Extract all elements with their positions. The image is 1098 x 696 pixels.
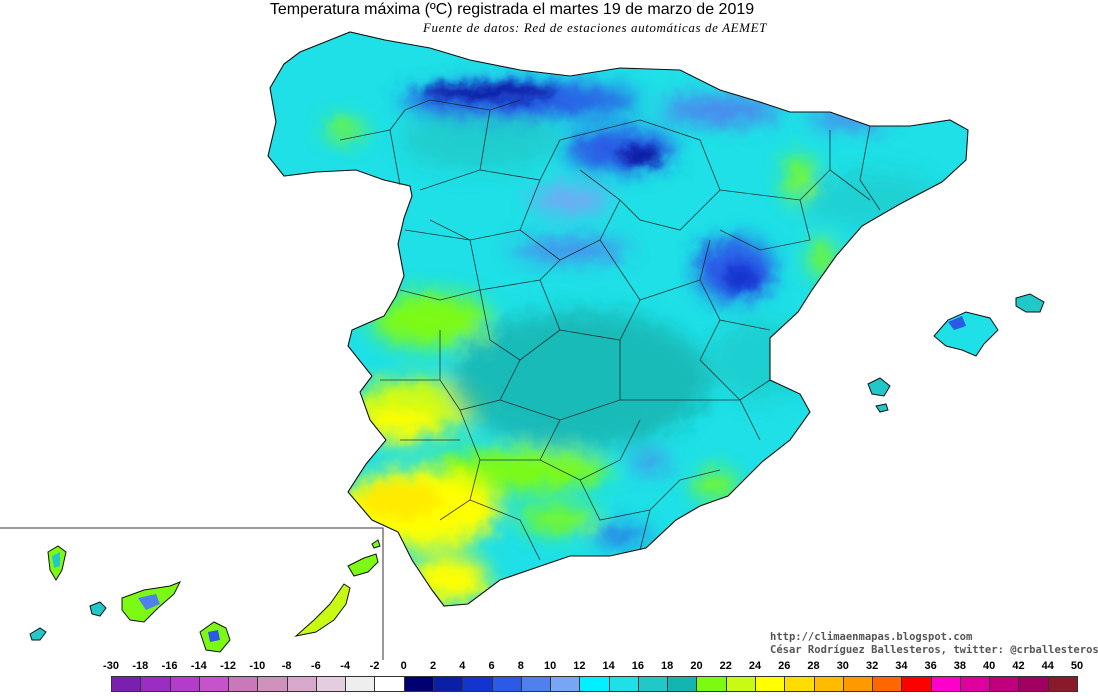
legend-swatch [901,676,932,692]
legend-tick: 24 [748,660,762,672]
legend-tick: -2 [369,660,380,672]
legend-swatch [725,676,756,692]
legend-tick: -12 [220,660,237,672]
legend-tick: 42 [1012,660,1025,672]
legend-tick: -8 [281,660,292,672]
legend-swatch [608,676,639,692]
legend-tick: -10 [249,660,266,672]
legend-swatch [462,676,493,692]
legend-swatch [140,676,171,692]
legend-tick: -18 [132,660,149,672]
legend-swatch [842,676,874,692]
legend-swatch [813,676,844,692]
legend-swatch [491,676,522,692]
legend-tick: 0 [400,660,407,672]
legend-tick: -4 [340,660,351,672]
legend-tick: 16 [631,660,645,672]
legend-swatch [667,676,698,692]
legend-swatch [1047,676,1078,692]
legend-swatch [374,676,405,692]
legend-tick: -14 [190,660,207,672]
color-legend: -30 -18 -16 -14 -12 -10 -8 -6 -4 -2 0 2 4 6 8 10 12 14 16 1… [0,660,1098,696]
credits-author: César Rodríguez Ballesteros, twitter: @c… [770,644,1098,656]
legend-swatch [930,676,961,692]
legend-tick: 4 [459,660,466,672]
legend-swatch [403,676,434,692]
legend-tick: 38 [953,660,967,672]
legend-swatch [169,676,200,692]
legend-tick: 26 [778,660,791,672]
credits: http://climaenmapas.blogspot.com César R… [770,631,1098,657]
legend-swatch [315,676,347,692]
legend-swatch [520,676,552,692]
balearic-islands [867,293,1045,413]
legend-swatch [433,676,464,692]
legend-swatch [228,676,259,692]
legend-tick: 30 [836,660,849,672]
canary-inset-frame [0,527,384,660]
legend-tick: 10 [543,660,557,672]
legend-tick: -16 [161,660,178,672]
map-subtitle: Fuente de datos: Red de estaciones autom… [423,20,767,35]
legend-tick: 50 [1070,660,1084,672]
legend-swatch [784,676,815,692]
legend-swatch [286,676,317,692]
legend-tick: 2 [429,660,437,672]
credits-blog: http://climaenmapas.blogspot.com [770,631,973,643]
legend-tick: 32 [865,660,879,672]
legend-swatch [1018,676,1049,692]
legend-tick: 36 [924,660,937,672]
legend-tick: 14 [602,660,615,672]
legend-swatch [345,676,376,692]
legend-tick: 18 [661,660,674,672]
temperature-map [0,31,1045,660]
legend-swatch [198,676,230,692]
legend-tick: -6 [311,660,321,672]
canary-islands [29,539,381,653]
legend-swatch [959,676,991,692]
legend-swatch [550,676,581,692]
map-title: Temperatura máxima (ºC) registrada el ma… [269,1,755,18]
legend-swatch [872,676,903,692]
legend-tick: 28 [807,660,820,672]
peninsula [267,31,969,607]
legend-swatch [579,676,610,692]
legend-tick: 44 [1041,660,1054,672]
legend-swatch [696,676,727,692]
legend-tick: 8 [517,660,524,672]
legend-tick: 22 [719,660,732,672]
legend-tick: 40 [983,660,996,672]
legend-swatch [989,676,1020,692]
legend-swatch [755,676,786,692]
legend-tick: 6 [488,660,495,672]
legend-tick: 34 [895,660,908,672]
legend-swatch [637,676,669,692]
legend-swatch [111,676,142,692]
legend-tick: 20 [690,660,703,672]
legend-tick: -30 [103,660,119,672]
legend-tick: 12 [573,660,586,672]
legend-swatch [257,676,288,692]
